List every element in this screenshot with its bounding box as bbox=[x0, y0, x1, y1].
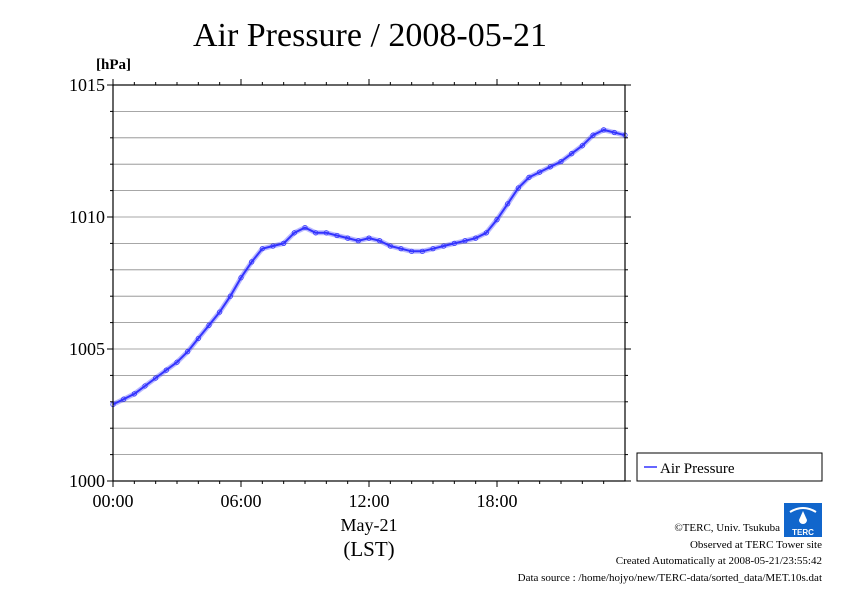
data-point bbox=[398, 246, 404, 252]
credit-source: Data source : /home/hojyo/new/TERC-data/… bbox=[518, 572, 822, 584]
data-point bbox=[441, 243, 447, 249]
credit-observed: Observed at TERC Tower site bbox=[690, 539, 822, 551]
x-tick-labels: 00:00 06:00 12:00 18:00 bbox=[92, 491, 517, 511]
data-point bbox=[505, 201, 511, 207]
series-layer bbox=[110, 127, 628, 408]
x-tick-label: 06:00 bbox=[220, 491, 261, 511]
legend-box bbox=[636, 452, 823, 482]
legend-label: Air Pressure bbox=[660, 461, 735, 477]
data-point bbox=[174, 359, 180, 365]
data-point bbox=[142, 383, 148, 389]
data-point bbox=[259, 246, 265, 252]
data-point bbox=[345, 235, 351, 241]
data-point bbox=[366, 235, 372, 241]
data-point bbox=[569, 151, 575, 157]
plot-frame bbox=[112, 84, 626, 482]
y-tick-label: 1005 bbox=[69, 339, 105, 359]
data-point bbox=[227, 293, 233, 299]
data-point bbox=[163, 367, 169, 373]
axis-ticks bbox=[107, 79, 631, 487]
data-point bbox=[462, 238, 468, 244]
data-point bbox=[121, 396, 127, 402]
data-point bbox=[153, 375, 159, 381]
data-point bbox=[579, 143, 585, 149]
y-axis-unit: [hPa] bbox=[96, 57, 131, 73]
credit-copyright: ©TERC, Univ. Tsukuba bbox=[674, 522, 780, 534]
logo-drop-icon bbox=[799, 511, 807, 524]
chart-title: Air Pressure / 2008-05-21 bbox=[193, 17, 547, 54]
data-point bbox=[537, 169, 543, 175]
y-tick-labels: 1000 1005 1010 1015 bbox=[69, 75, 105, 491]
data-point bbox=[185, 349, 191, 355]
data-point bbox=[387, 243, 393, 249]
data-point bbox=[558, 158, 564, 165]
data-point bbox=[494, 217, 500, 223]
data-point bbox=[515, 185, 521, 191]
data-point bbox=[430, 246, 436, 252]
x-axis-label: May-21 bbox=[341, 515, 398, 535]
y-tick-label: 1015 bbox=[69, 75, 105, 95]
data-point bbox=[238, 275, 244, 281]
data-point bbox=[302, 224, 308, 231]
logo-text: TERC bbox=[792, 528, 814, 537]
data-point bbox=[281, 240, 287, 246]
x-tick-label: 18:00 bbox=[476, 491, 517, 511]
data-point bbox=[131, 391, 137, 397]
data-point bbox=[195, 335, 201, 342]
data-point bbox=[313, 230, 319, 236]
data-point bbox=[601, 127, 607, 133]
logo-wave-icon bbox=[789, 507, 817, 513]
data-point bbox=[206, 322, 212, 328]
x-tick-label: 00:00 bbox=[92, 491, 133, 511]
series-line bbox=[112, 128, 626, 406]
data-point bbox=[590, 132, 596, 138]
credit-created: Created Automatically at 2008-05-21/23:5… bbox=[616, 555, 822, 567]
data-point bbox=[377, 238, 383, 244]
y-tick-label: 1000 bbox=[69, 471, 105, 491]
data-point bbox=[419, 248, 425, 254]
data-point bbox=[473, 235, 479, 241]
data-point bbox=[249, 259, 255, 265]
data-point bbox=[291, 230, 297, 236]
x-tick-label: 12:00 bbox=[348, 491, 389, 511]
data-point bbox=[217, 309, 223, 315]
data-point bbox=[409, 248, 415, 254]
data-point bbox=[270, 243, 276, 249]
data-point bbox=[483, 230, 489, 236]
y-tick-label: 1010 bbox=[69, 207, 105, 227]
legend: Air Pressure bbox=[636, 452, 823, 482]
data-point bbox=[611, 129, 617, 136]
x-axis-sublabel: (LST) bbox=[343, 537, 394, 561]
series-halo bbox=[111, 127, 626, 407]
data-point bbox=[334, 232, 340, 239]
terc-logo: TERC bbox=[784, 503, 822, 537]
data-point bbox=[323, 230, 329, 236]
data-point bbox=[547, 164, 553, 170]
data-point bbox=[526, 174, 532, 180]
data-point bbox=[451, 240, 457, 246]
data-point bbox=[355, 238, 361, 244]
grid-lines bbox=[113, 111, 625, 456]
